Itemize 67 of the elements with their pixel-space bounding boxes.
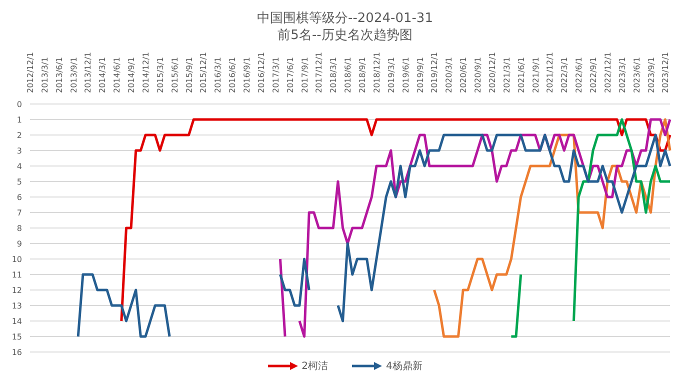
x-tick-label: 2022/12/1 bbox=[603, 52, 612, 93]
x-tick-label: 2015/9/1 bbox=[184, 57, 194, 93]
x-tick-label: 2015/12/1 bbox=[199, 52, 208, 93]
x-tick-label: 2013/6/1 bbox=[54, 57, 64, 93]
x-tick-label: 2022/3/1 bbox=[560, 57, 570, 93]
y-tick-label: 14 bbox=[12, 316, 22, 326]
x-tick-label: 2014/12/1 bbox=[141, 52, 150, 93]
y-tick-label: 15 bbox=[12, 332, 22, 342]
x-tick-label: 2016/6/1 bbox=[228, 57, 238, 93]
chart-title: 中国围棋等级分--2024-01-31 bbox=[256, 10, 434, 27]
x-tick-label: 2018/9/1 bbox=[358, 57, 368, 93]
x-tick-label: 2014/9/1 bbox=[127, 57, 136, 93]
y-tick-label: 9 bbox=[16, 239, 22, 248]
x-tick-label: 2018/6/1 bbox=[344, 57, 353, 93]
x-tick-label: 2023/12/1 bbox=[661, 52, 670, 93]
x-tick-label: 2013/3/1 bbox=[40, 57, 50, 93]
x-tick-label: 2015/6/1 bbox=[170, 57, 180, 93]
x-tick-label: 2020/12/1 bbox=[488, 52, 497, 93]
x-tick-label: 2019/3/1 bbox=[386, 57, 396, 93]
x-tick-label: 2016/12/1 bbox=[256, 52, 266, 93]
x-tick-label: 2017/12/1 bbox=[314, 52, 324, 93]
x-tick-label: 2020/9/1 bbox=[474, 57, 483, 93]
x-tick-label: 2023/6/1 bbox=[632, 57, 642, 93]
x-tick-label: 2021/12/1 bbox=[546, 52, 555, 93]
x-tick-label: 2012/12/1 bbox=[26, 52, 35, 93]
x-tick-label: 2017/3/1 bbox=[271, 57, 280, 93]
y-tick-label: 11 bbox=[12, 270, 22, 280]
x-tick-label: 2023/9/1 bbox=[646, 57, 656, 93]
y-tick-label: 3 bbox=[16, 146, 22, 156]
x-tick-label: 2022/9/1 bbox=[589, 57, 598, 93]
y-tick-label: 8 bbox=[16, 224, 22, 233]
y-tick-label: 1 bbox=[16, 115, 22, 124]
x-tick-label: 2014/3/1 bbox=[98, 57, 108, 93]
y-tick-label: 0 bbox=[16, 100, 22, 109]
y-tick-label: 12 bbox=[12, 286, 22, 295]
x-tick-label: 2016/3/1 bbox=[214, 57, 223, 93]
x-tick-label: 2020/6/1 bbox=[459, 57, 468, 93]
x-tick-label: 2019/12/1 bbox=[430, 52, 440, 93]
x-tick-label: 2021/3/1 bbox=[502, 57, 512, 93]
x-tick-label: 2019/9/1 bbox=[416, 57, 425, 93]
line-series bbox=[120, 118, 672, 322]
x-tick-label: 2018/12/1 bbox=[372, 52, 382, 93]
legend-label: 4杨鼎新 bbox=[386, 360, 422, 373]
y-tick-label: 13 bbox=[12, 301, 22, 310]
x-tick-label: 2017/9/1 bbox=[300, 57, 310, 93]
y-tick-label: 5 bbox=[16, 177, 22, 186]
legend-label: 2柯洁 bbox=[302, 360, 328, 373]
x-tick-label: 2019/6/1 bbox=[401, 57, 410, 93]
y-tick-label: 6 bbox=[16, 192, 22, 202]
x-tick-label: 2020/3/1 bbox=[444, 57, 454, 93]
y-tick-label: 4 bbox=[16, 162, 22, 171]
x-tick-label: 2018/3/1 bbox=[329, 57, 338, 93]
x-tick-label: 2015/3/1 bbox=[156, 57, 165, 93]
x-tick-label: 2013/12/1 bbox=[84, 52, 93, 93]
x-tick-label: 2013/9/1 bbox=[69, 57, 78, 93]
y-tick-label: 2 bbox=[16, 130, 22, 140]
x-tick-label: 2021/9/1 bbox=[531, 57, 540, 93]
y-tick-label: 7 bbox=[16, 208, 22, 218]
x-tick-label: 2023/3/1 bbox=[618, 57, 627, 93]
x-tick-label: 2014/6/1 bbox=[112, 57, 122, 93]
x-tick-label: 2022/6/1 bbox=[574, 57, 584, 93]
x-tick-label: 2017/6/1 bbox=[286, 57, 295, 93]
y-tick-label: 16 bbox=[12, 348, 22, 357]
x-tick-label: 2021/6/1 bbox=[516, 57, 526, 93]
chart-subtitle: 前5名--历史名次趋势图 bbox=[276, 27, 414, 44]
y-tick-label: 10 bbox=[12, 254, 22, 264]
x-tick-label: 2016/9/1 bbox=[242, 57, 252, 93]
